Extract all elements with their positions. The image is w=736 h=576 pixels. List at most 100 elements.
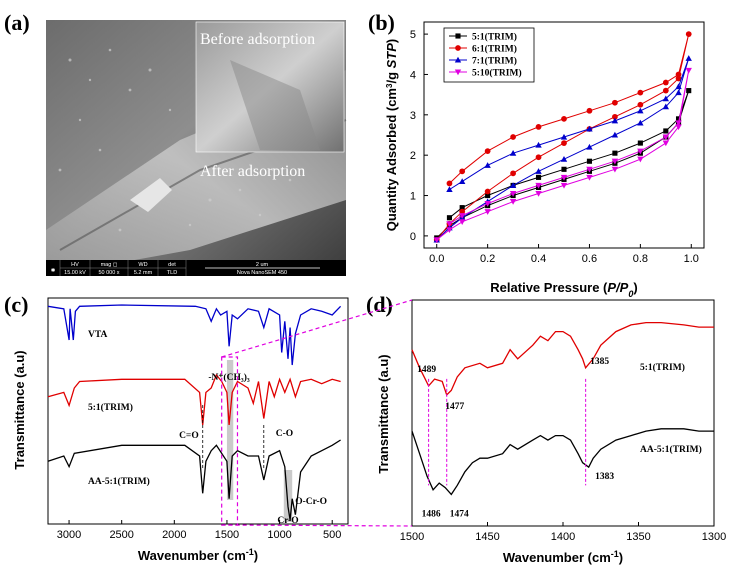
d-peak-label: 1489 — [417, 365, 436, 375]
b-ytick-label: 1 — [410, 191, 416, 203]
svg-text:15.00 kV: 15.00 kV — [64, 270, 86, 276]
b-data-point — [611, 117, 619, 124]
sem-scale-label: 2 um — [256, 262, 269, 268]
d-peak-label: 1474 — [450, 509, 469, 519]
b-data-point — [675, 120, 682, 127]
b-data-point — [586, 166, 593, 173]
panel-b: (b) 0.0 0.2 0.4 0.6 0.8 1.0 0 1 2 3 4 5 5:1(TRIM)6:… — [368, 10, 705, 299]
b-data-point — [485, 192, 491, 199]
d-xtick-label: 1500 — [400, 531, 424, 543]
d-xtick-label: 1450 — [475, 531, 499, 543]
chart-b-frame — [423, 21, 705, 249]
svg-text:50 000 x: 50 000 x — [98, 270, 119, 276]
b-data-point — [637, 140, 643, 146]
b-data-point — [675, 71, 682, 78]
zoom-line-top — [221, 299, 413, 358]
c-series-label: AA-5:1(TRIM) — [88, 476, 150, 487]
svg-text:WD: WD — [138, 262, 147, 268]
b-data-point — [458, 178, 466, 184]
b-data-point — [611, 166, 619, 173]
legend-label: 5:1(TRIM) — [472, 32, 517, 43]
b-data-point — [459, 208, 466, 215]
b-data-point — [509, 149, 517, 156]
c-xtick-label: 2500 — [109, 529, 133, 541]
c-annotation: O-Cr-O — [295, 497, 327, 507]
b-data-point — [560, 182, 568, 189]
b-xtick-label: 0.0 — [429, 253, 444, 265]
legend-label: 6:1(TRIM) — [472, 44, 517, 55]
chart-d-series — [411, 321, 714, 496]
b-data-point — [685, 31, 692, 37]
c-xtick-label: 1000 — [267, 529, 291, 541]
chart-d-ylabel: Transmittance (a.u) — [376, 354, 391, 473]
b-data-point — [662, 79, 669, 86]
chart-d-ticks: 1500 1450 1400 1350 1300 — [400, 522, 726, 543]
b-data-point — [675, 89, 682, 96]
b-data-point — [586, 174, 593, 181]
chart-c-xlabel: Wavenumber (cm-1) — [138, 547, 258, 563]
c-series-line — [47, 439, 341, 521]
b-data-point — [560, 156, 568, 162]
d-peak-label: 1383 — [595, 472, 614, 482]
b-xtick-label: 0.8 — [633, 253, 648, 265]
legend-marker — [455, 45, 461, 51]
b-data-point — [612, 113, 618, 120]
b-data-point — [535, 182, 542, 189]
b-data-point — [484, 209, 491, 215]
chart-b-ticks: 0.0 0.2 0.4 0.6 0.8 1.0 0 1 2 3 4 5 — [410, 29, 699, 265]
zoom-line-bottom — [221, 524, 413, 527]
b-xtick-label: 0.2 — [480, 253, 495, 265]
b-data-point — [446, 221, 453, 227]
b-data-point — [637, 148, 644, 155]
b-ytick-label: 3 — [410, 110, 416, 122]
b-data-point — [560, 133, 568, 140]
c-annotation: -N⁺(CH₃)₃ — [208, 372, 249, 383]
b-data-point — [662, 87, 669, 94]
b-data-point — [446, 180, 453, 187]
b-series-line — [436, 70, 690, 241]
d-xtick-label: 1400 — [551, 531, 575, 543]
c-annotation: C-O — [276, 429, 293, 439]
svg-text:HV: HV — [71, 262, 79, 268]
b-data-point — [662, 103, 670, 110]
d-series-line — [411, 321, 714, 397]
chart-b-xlabel: Relative Pressure (P/P0) — [490, 280, 637, 299]
b-data-point — [560, 174, 568, 181]
d-xtick-label: 1300 — [702, 531, 726, 543]
b-data-point — [662, 95, 670, 102]
sem-particle — [130, 178, 172, 212]
b-ytick-label: 4 — [410, 69, 416, 81]
chart-d-xlabel: Wavenumber (cm-1) — [503, 549, 623, 565]
svg-text:5.2 mm: 5.2 mm — [134, 270, 153, 276]
b-data-point — [637, 101, 644, 108]
b-series-line — [436, 33, 690, 241]
svg-text:det: det — [168, 262, 176, 268]
c-series-line — [47, 304, 342, 366]
d-series-line — [411, 428, 714, 496]
b-data-point — [484, 148, 491, 155]
b-data-point — [459, 168, 466, 175]
b-data-point — [458, 219, 466, 225]
b-data-point — [611, 158, 619, 165]
b-data-point — [510, 170, 516, 177]
panel-d: (d) 1500 1450 1400 1350 1300 5:1(TRIM) AA-5:1… — [366, 292, 726, 565]
chart-c-ticks: 3000 2500 2000 1500 1000 500 — [57, 520, 341, 541]
sem-speckles — [58, 48, 292, 232]
b-data-point — [637, 119, 644, 126]
b-data-point — [535, 154, 542, 161]
b-data-point — [535, 190, 542, 197]
b-data-point — [663, 128, 669, 134]
legend-label: 7:1(TRIM) — [472, 56, 517, 67]
chart-d-frame — [411, 299, 715, 527]
b-data-point — [446, 186, 453, 193]
svg-text:TLD: TLD — [167, 270, 177, 276]
b-data-point — [535, 168, 542, 174]
b-data-point — [675, 75, 682, 82]
d-peak-label: 1486 — [422, 509, 441, 519]
b-data-point — [586, 143, 593, 150]
b-data-point — [561, 115, 567, 122]
c-series-label: VTA — [88, 330, 107, 340]
chart-c-bands — [226, 360, 293, 522]
b-data-point — [509, 199, 517, 205]
